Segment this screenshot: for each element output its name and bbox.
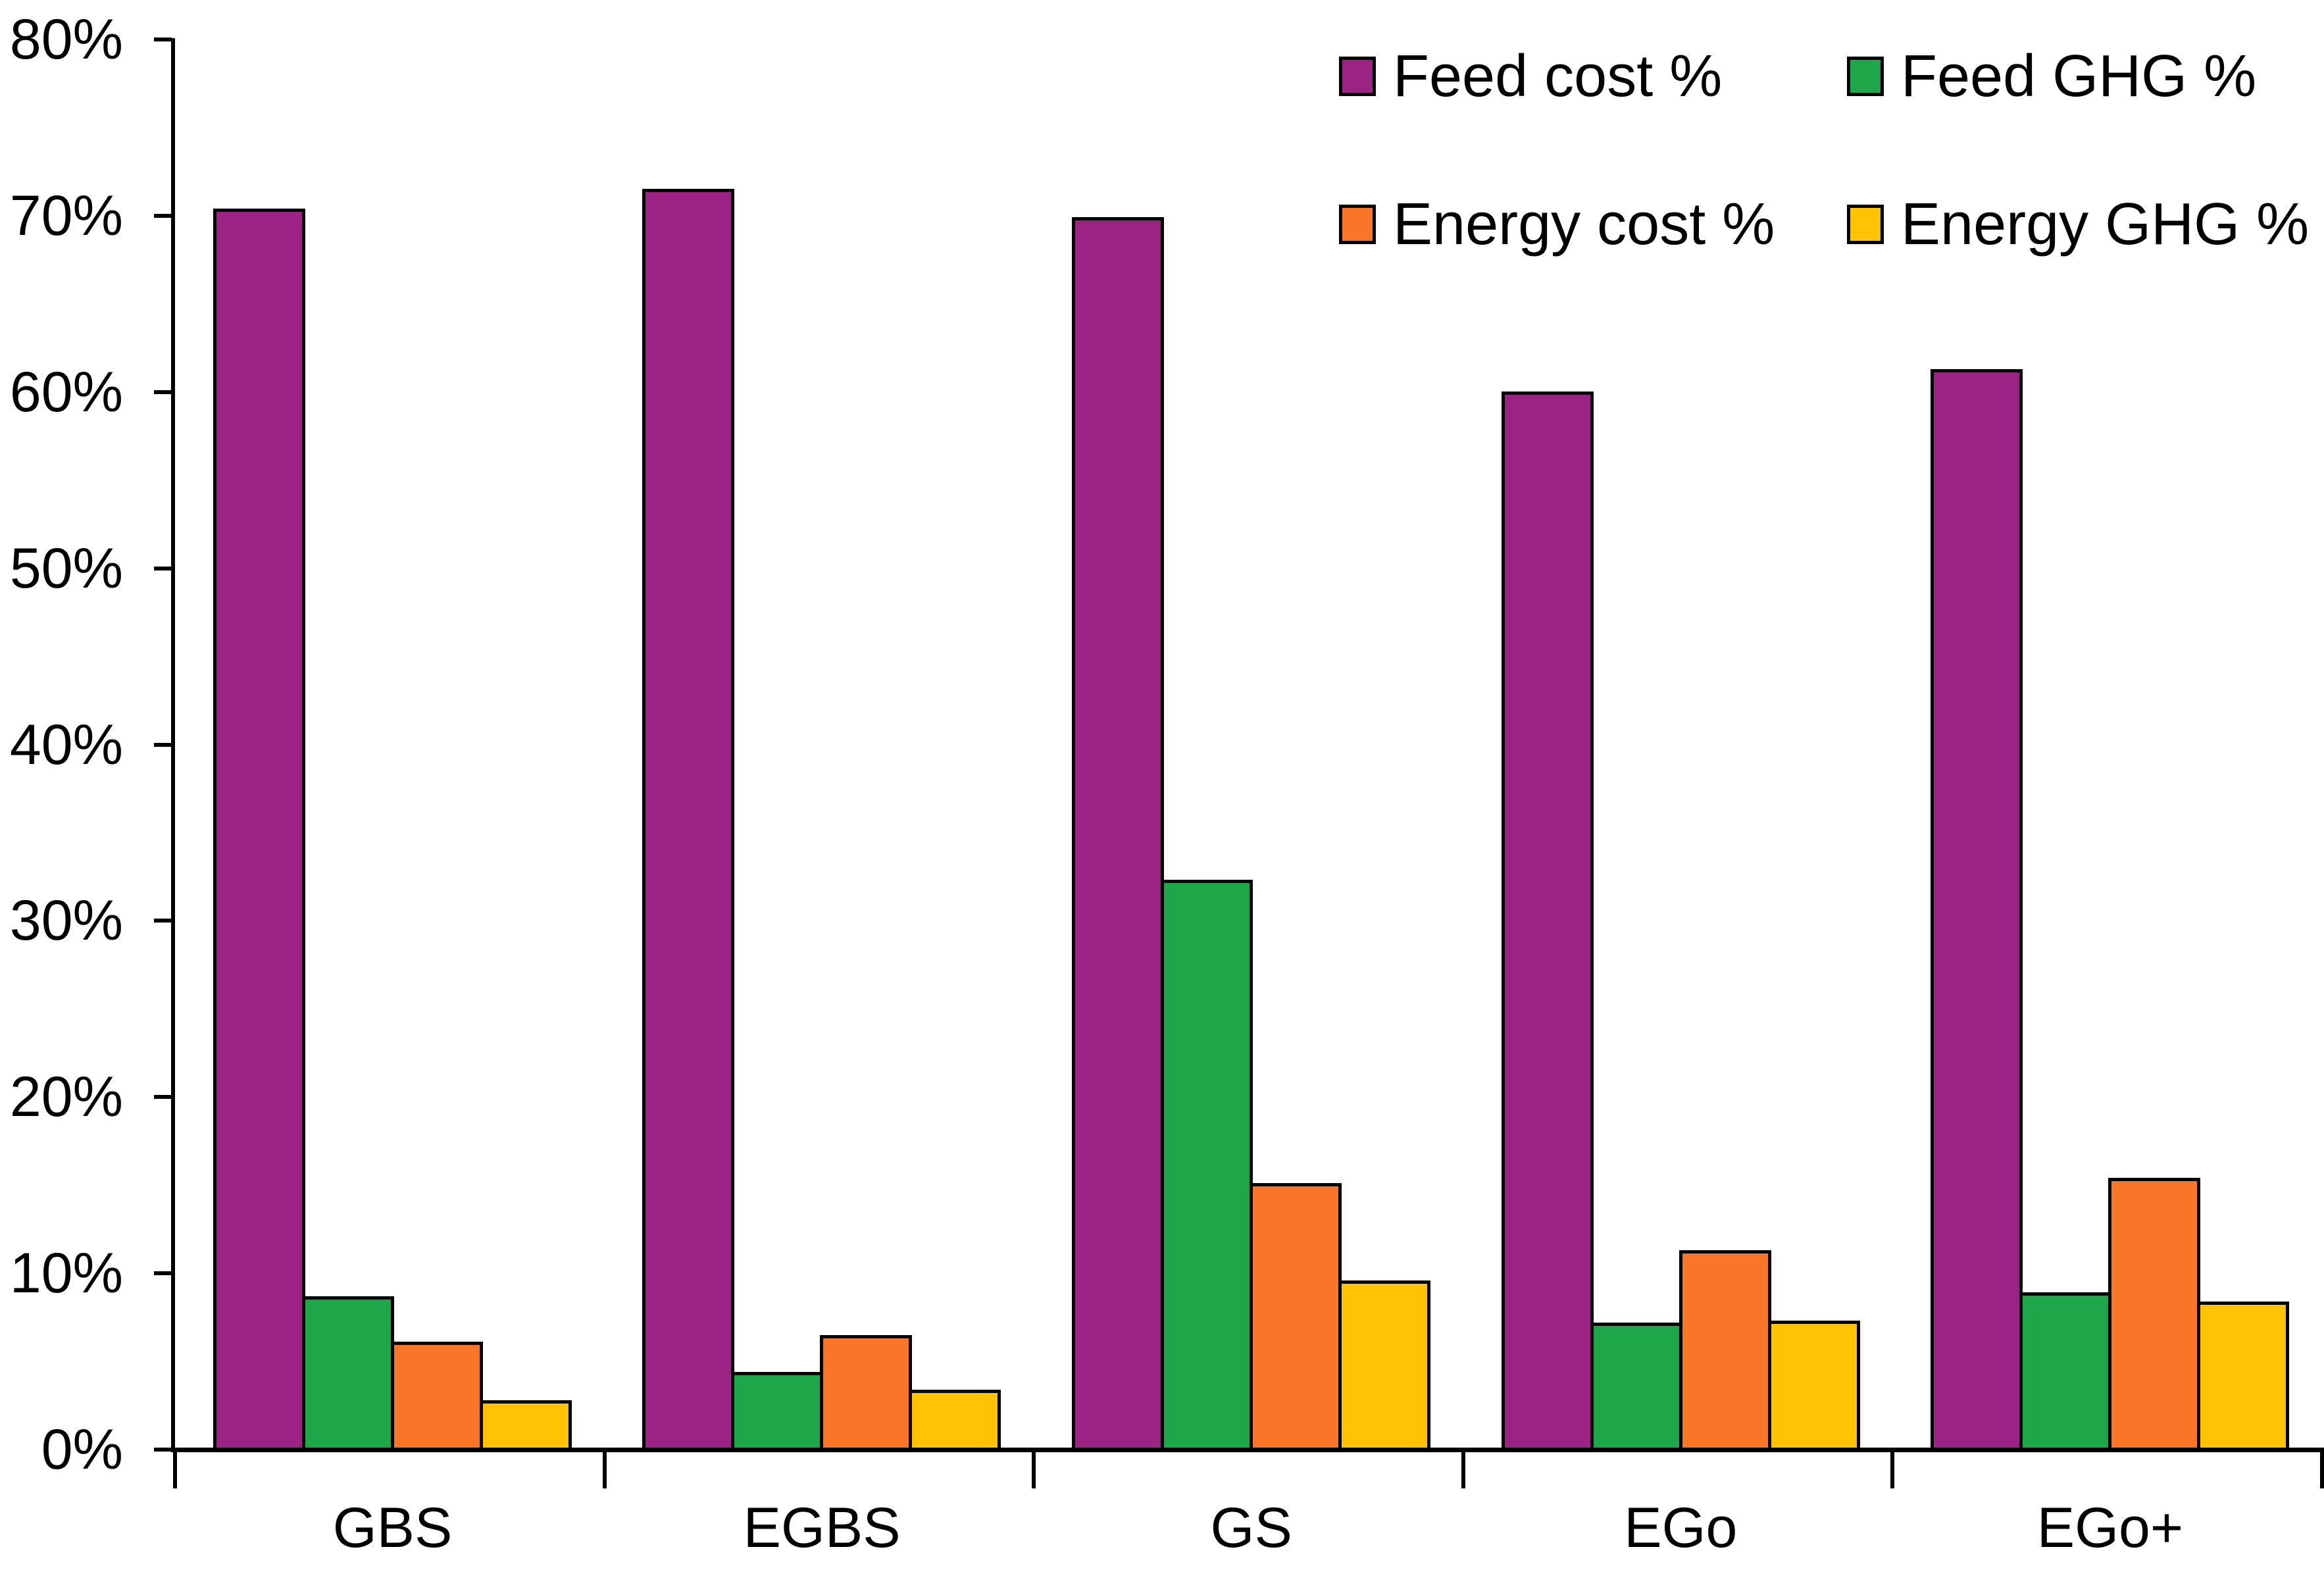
x-axis-line — [171, 1448, 2324, 1452]
bar — [213, 209, 305, 1448]
legend-swatch-icon — [1847, 57, 1884, 96]
bar — [731, 1372, 824, 1448]
bar — [301, 1296, 394, 1448]
y-tick-mark — [154, 213, 172, 218]
legend-label: Feed cost % — [1393, 43, 1723, 109]
x-tick-mark — [602, 1448, 607, 1488]
x-category-label: EGBS — [743, 1496, 901, 1559]
bar-group-EGo+ — [1931, 369, 2290, 1448]
legend-swatch-icon — [1847, 205, 1884, 244]
bar-group-EGo — [1501, 392, 1860, 1448]
bar — [1767, 1321, 1860, 1448]
x-category-label: GS — [1210, 1496, 1292, 1559]
bar — [1590, 1323, 1682, 1448]
legend-swatch-icon — [1339, 57, 1376, 96]
y-tick-mark — [154, 390, 172, 394]
y-tick-mark — [154, 742, 172, 747]
x-tick-mark — [1032, 1448, 1036, 1488]
legend-item: Energy cost % — [1339, 188, 1775, 261]
x-category-label: EGo+ — [2036, 1496, 2184, 1559]
bar — [479, 1400, 572, 1448]
legend-swatch-icon — [1339, 205, 1376, 244]
legend-label: Energy GHG % — [1901, 191, 2310, 257]
y-tick-label: 20% — [9, 1065, 123, 1129]
bar-group-GBS — [213, 209, 572, 1448]
y-tick-mark — [154, 1448, 172, 1452]
y-tick-label: 40% — [9, 713, 123, 776]
bar — [1679, 1250, 1771, 1448]
bar — [820, 1335, 913, 1448]
y-tick-label: 50% — [9, 536, 123, 600]
bar — [390, 1342, 483, 1448]
bar — [642, 189, 735, 1448]
y-tick-label: 0% — [41, 1418, 123, 1481]
x-tick-mark — [173, 1448, 177, 1488]
x-category-label: GBS — [332, 1496, 453, 1559]
bar — [2197, 1302, 2290, 1448]
y-tick-mark — [154, 1271, 172, 1276]
legend-item: Feed cost % — [1339, 39, 1722, 113]
bar — [2108, 1178, 2201, 1448]
y-tick-label: 60% — [9, 360, 123, 424]
y-axis-line — [171, 38, 175, 1452]
x-tick-mark — [2320, 1448, 2324, 1488]
y-tick-mark — [154, 38, 172, 41]
y-tick-mark — [154, 1095, 172, 1100]
bar — [1072, 217, 1164, 1448]
bar — [1931, 369, 2023, 1448]
y-tick-label: 70% — [9, 184, 123, 247]
legend-label: Energy cost % — [1393, 191, 1775, 257]
bar-group-GS — [1072, 217, 1430, 1448]
bar — [1250, 1183, 1342, 1448]
x-tick-mark — [1461, 1448, 1465, 1488]
legend-label: Feed GHG % — [1901, 43, 2257, 109]
y-tick-label: 30% — [9, 889, 123, 953]
y-tick-mark — [154, 919, 172, 923]
bar-group-EGBS — [642, 189, 1001, 1448]
bar — [1501, 392, 1594, 1448]
legend-item: Energy GHG % — [1847, 188, 2309, 261]
x-category-label: EGo — [1624, 1496, 1738, 1559]
y-tick-label: 10% — [9, 1242, 123, 1305]
bar — [1161, 880, 1253, 1448]
bar — [2019, 1292, 2112, 1448]
x-tick-mark — [1890, 1448, 1895, 1488]
y-tick-label: 80% — [9, 8, 123, 71]
y-tick-mark — [154, 566, 172, 570]
bar — [1338, 1280, 1430, 1448]
bar — [909, 1390, 1001, 1448]
legend-item: Feed GHG % — [1847, 39, 2256, 113]
